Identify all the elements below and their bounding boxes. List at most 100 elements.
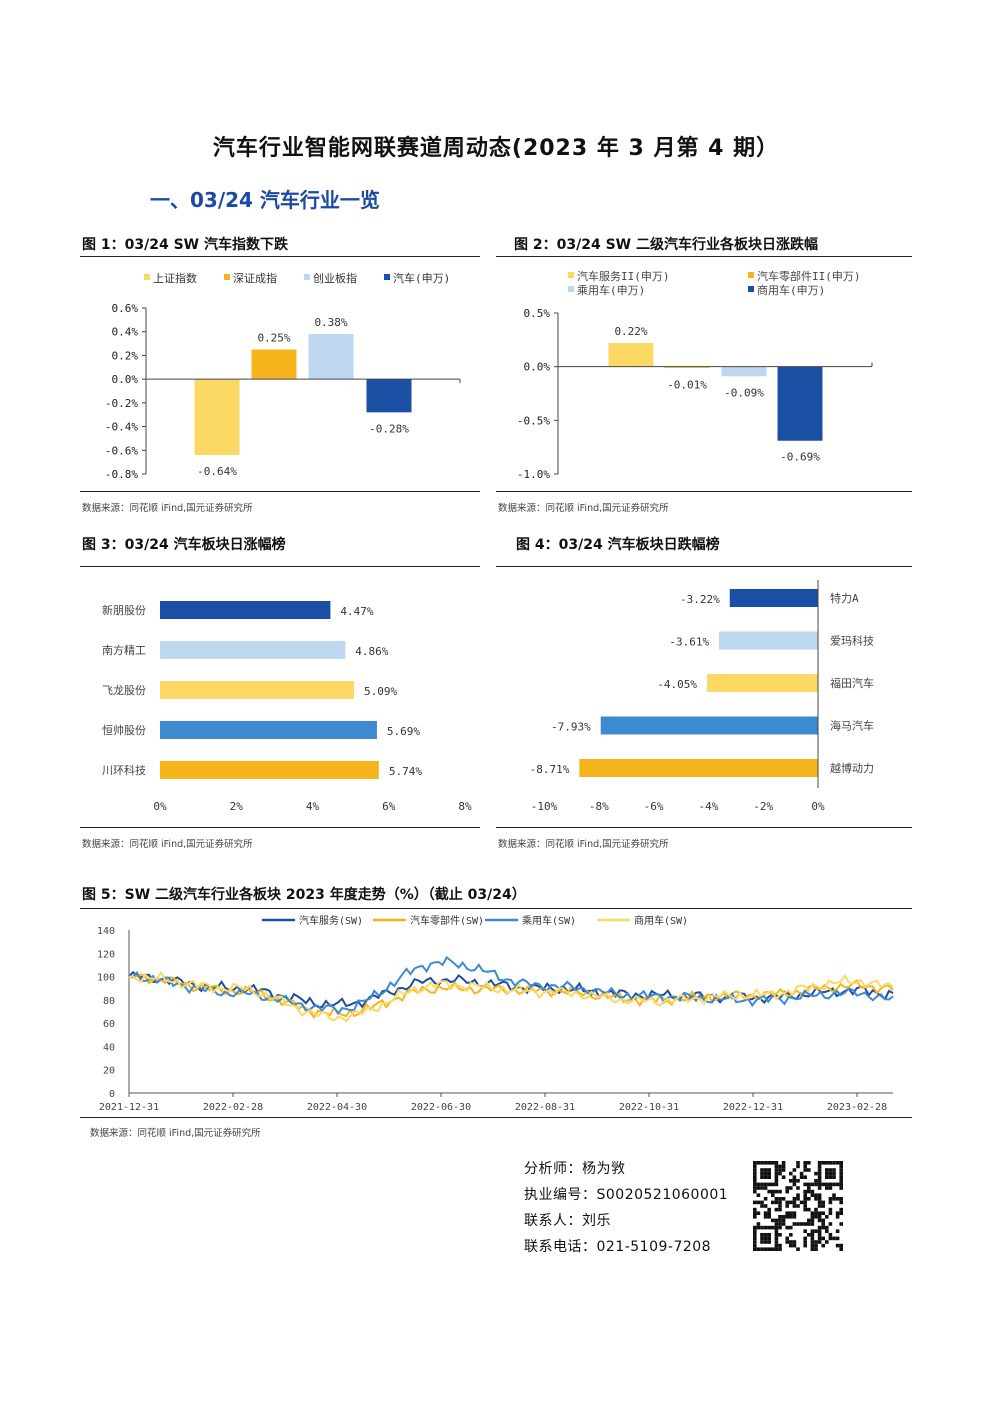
qr-module <box>789 1215 793 1219</box>
qr-module <box>760 1233 764 1237</box>
qr-module <box>835 1236 840 1241</box>
qr-module <box>796 1222 800 1226</box>
fig2-value-label: -0.69% <box>780 451 820 464</box>
fig2-legend-swatch <box>568 286 574 292</box>
qr-module <box>817 1233 822 1237</box>
qr-module <box>814 1229 818 1233</box>
qr-module <box>792 1175 797 1179</box>
qr-module <box>767 1175 771 1179</box>
qr-module <box>767 1233 771 1237</box>
qr-module <box>803 1168 807 1172</box>
qr-module <box>781 1175 786 1179</box>
qr-module <box>839 1222 843 1226</box>
qr-module <box>835 1197 840 1201</box>
qr-module <box>817 1236 822 1241</box>
fig4-chart: 特力A -3.22% 爱玛科技 -3.61% 福田汽车 -4.05% 海马汽车 -7.93% 越… <box>530 580 874 813</box>
fig2-legend-swatch <box>568 272 574 278</box>
qr-module <box>839 1186 843 1190</box>
qr-module <box>803 1222 807 1226</box>
fig4-x-tick-label: -6% <box>644 800 664 813</box>
qr-module <box>763 1186 768 1190</box>
qr-module <box>789 1179 793 1183</box>
fig1-legend-label: 汽车(申万) <box>393 271 450 285</box>
qr-module <box>753 1211 757 1215</box>
fig4-x-tick-label: 0% <box>811 800 825 813</box>
fig1-legend-swatch <box>224 274 230 280</box>
fig2-title: 图 2：03/24 SW 二级汽车行业各板块日涨跌幅 <box>514 237 818 253</box>
fig1-legend-swatch <box>144 274 150 280</box>
qr-module <box>807 1222 811 1226</box>
qr-module <box>807 1207 811 1212</box>
qr-module <box>796 1179 800 1183</box>
qr-module <box>778 1164 782 1169</box>
fig4-title: 图 4：03/24 汽车板块日跌幅榜 <box>516 537 720 553</box>
qr-module <box>810 1211 815 1215</box>
qr-module <box>753 1229 757 1233</box>
qr-module <box>839 1200 843 1205</box>
page-title: 汽车行业智能网联赛道周动态(2023 年 3 月第 4 期） <box>212 136 780 161</box>
fig4-x-tick-label: -4% <box>698 800 718 813</box>
fig2-chart: 汽车服务II(申万) 汽车零部件II(申万) 乘用车(申万) 商用车(申万) 0.5% 0… <box>517 269 873 481</box>
fig5-x-tick-label: 2022-08-31 <box>515 1102 575 1113</box>
fig5-x-tick-label: 2022-02-28 <box>203 1102 263 1113</box>
qr-module <box>767 1207 771 1212</box>
analyst-name: 分析师：杨为敩 <box>524 1161 626 1177</box>
qr-module <box>814 1193 818 1197</box>
fig3-category-label: 川环科技 <box>102 763 146 777</box>
fig4-value-label: -3.61% <box>669 636 709 649</box>
qr-module <box>832 1171 836 1176</box>
fig1-legend-swatch <box>384 274 390 280</box>
qr-module <box>817 1168 822 1172</box>
qr-module <box>817 1164 822 1169</box>
fig5-legend-label: 乘用车(SW) <box>522 914 576 927</box>
fig1-source: 数据来源：同花顺 iFind,国元证券研究所 <box>82 503 253 514</box>
qr-module <box>825 1229 829 1233</box>
qr-module <box>774 1222 779 1226</box>
qr-module <box>832 1175 836 1179</box>
fig5-y-tick-label: 20 <box>103 1066 115 1077</box>
qr-module <box>753 1247 757 1251</box>
qr-module <box>825 1225 829 1230</box>
qr-module <box>778 1222 782 1226</box>
fig4-category-label: 爱玛科技 <box>830 634 874 648</box>
qr-module <box>810 1222 815 1226</box>
qr-module <box>799 1175 804 1179</box>
fig4-source: 数据来源：同花顺 iFind,国元证券研究所 <box>498 839 669 850</box>
qr-module <box>756 1182 761 1187</box>
qr-module <box>767 1240 771 1244</box>
fig2-y-tick-label: 0.0% <box>524 361 551 374</box>
qr-module <box>774 1225 779 1230</box>
qr-module <box>821 1236 825 1241</box>
fig1-y-tick-label: 0.2% <box>112 349 139 362</box>
qr-module <box>774 1229 779 1233</box>
qr-module <box>807 1186 811 1190</box>
qr-module <box>810 1236 815 1241</box>
fig5-y-tick-label: 0 <box>109 1089 115 1100</box>
qr-module <box>778 1233 782 1237</box>
fig3-x-tick-label: 6% <box>382 800 396 813</box>
qr-module <box>785 1204 789 1208</box>
fig1-legend-label: 深证成指 <box>233 271 277 285</box>
qr-module <box>774 1164 779 1169</box>
qr-module <box>760 1175 764 1179</box>
fig3-bar <box>160 681 355 699</box>
qr-module <box>753 1175 757 1179</box>
qr-module <box>785 1186 789 1190</box>
qr-module <box>774 1218 779 1223</box>
fig4-bar <box>600 716 818 735</box>
section-heading: 一、03/24 汽车行业一览 <box>150 188 380 212</box>
qr-module <box>828 1182 833 1187</box>
qr-module <box>778 1218 782 1223</box>
fig1-y-tick-label: -0.8% <box>105 468 138 481</box>
qr-module <box>839 1168 843 1172</box>
qr-module <box>803 1197 807 1201</box>
qr-module <box>807 1233 811 1237</box>
fig1-top-rule <box>80 256 480 257</box>
qr-module <box>785 1200 789 1205</box>
qr-module <box>810 1182 815 1187</box>
qr-module <box>828 1211 833 1215</box>
qr-module <box>814 1215 818 1219</box>
fig2-value-label: 0.22% <box>614 325 647 338</box>
fig1-value-label: 0.38% <box>314 316 347 329</box>
fig4-category-label: 特力A <box>830 591 859 605</box>
